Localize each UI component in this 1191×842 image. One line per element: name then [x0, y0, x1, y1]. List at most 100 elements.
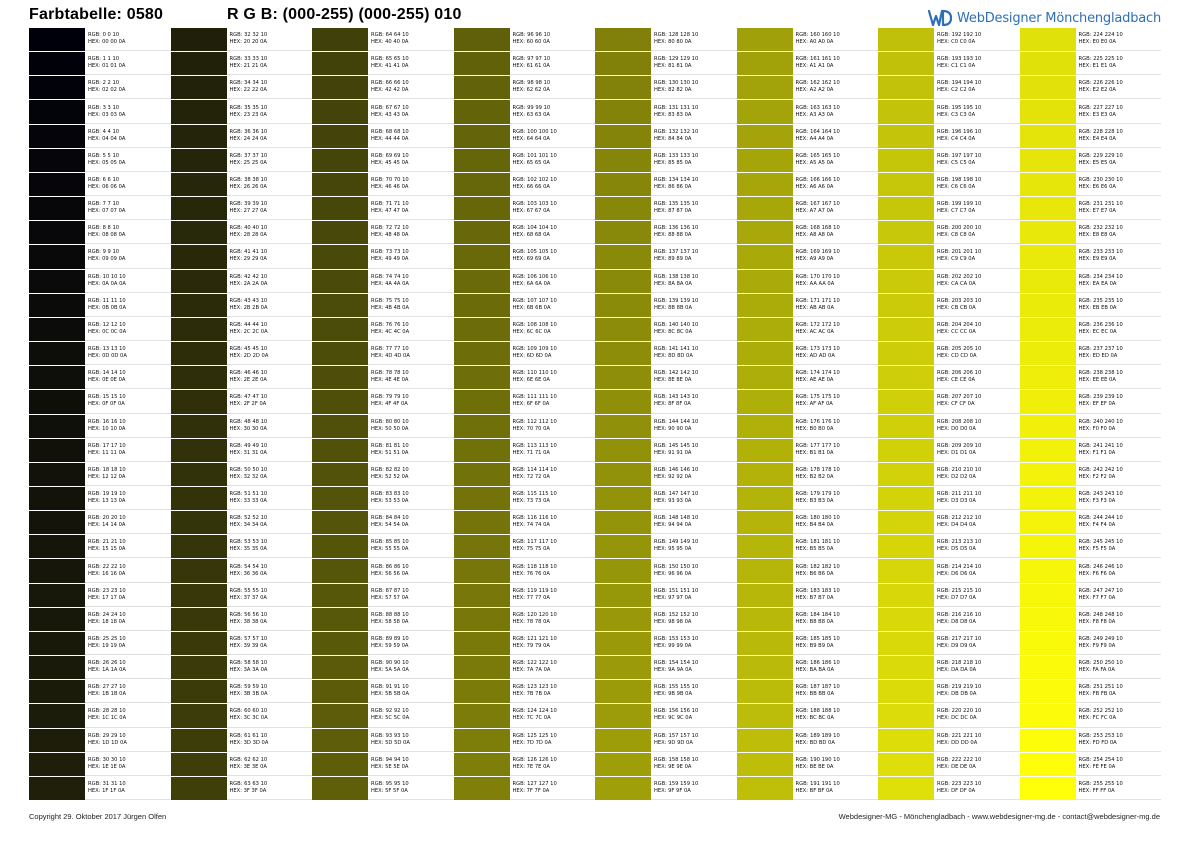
hex-value: HEX: 94 94 0A [654, 522, 692, 529]
color-label: RGB: 87 87 10 HEX: 57 57 0A [368, 584, 454, 607]
color-cell: RGB: 234 234 10 HEX: EA EA 0A [1019, 269, 1161, 294]
rgb-value: RGB: 206 206 10 [937, 370, 982, 377]
color-swatch [878, 124, 934, 148]
color-swatch [453, 535, 510, 559]
color-cell: RGB: 108 108 10 HEX: 6C 6C 0A [453, 317, 595, 343]
hex-value: HEX: C7 C7 0A [937, 208, 976, 215]
rgb-value: RGB: 111 111 10 [512, 394, 557, 401]
hex-value: HEX: 3D 3D 0A [229, 739, 269, 746]
color-swatch [595, 342, 651, 366]
rgb-value: RGB: 60 60 10 [229, 708, 268, 715]
color-cell: RGB: 128 128 10 HEX: 80 80 0A [595, 28, 737, 53]
hex-value: HEX: 03 03 0A [88, 111, 126, 118]
color-swatch [170, 414, 227, 438]
hex-value: HEX: 23 23 0A [229, 111, 267, 118]
color-swatch [453, 293, 510, 317]
color-swatch [170, 776, 227, 800]
color-label: RGB: 65 65 10 HEX: 41 41 0A [368, 52, 454, 76]
color-swatch [595, 76, 651, 100]
hex-value: HEX: 2F 2F 0A [229, 401, 267, 408]
rgb-value: RGB: 243 243 10 [1078, 491, 1123, 498]
hex-value: HEX: 5D 5D 0A [371, 739, 410, 746]
color-label: RGB: 122 122 10 HEX: 7A 7A 0A [509, 656, 595, 680]
hex-value: HEX: C1 C1 0A [937, 63, 976, 70]
color-cell: RGB: 181 181 10 HEX: B5 B5 0A [736, 535, 878, 560]
rgb-value: RGB: 8 8 10 [88, 225, 120, 232]
color-label: RGB: 6 6 10 HEX: 06 06 0A [85, 173, 171, 197]
color-cell: RGB: 72 72 10 HEX: 48 48 0A [312, 221, 454, 246]
color-cell: RGB: 195 195 10 HEX: C3 C3 0A [878, 100, 1020, 125]
color-cell: RGB: 220 220 10 HEX: DC DC 0A [878, 704, 1020, 729]
color-label: RGB: 142 142 10 HEX: 8E 8E 0A [651, 366, 737, 390]
color-swatch [29, 221, 85, 245]
color-swatch [170, 293, 227, 317]
color-swatch [453, 752, 510, 776]
color-label: RGB: 255 255 10 HEX: FF FF 0A [1075, 777, 1161, 800]
rgb-value: RGB: 216 216 10 [937, 611, 982, 618]
hex-value: HEX: B8 B8 0A [795, 618, 834, 625]
hex-value: HEX: 59 59 0A [371, 642, 409, 649]
color-label: RGB: 147 147 10 HEX: 93 93 0A [651, 487, 737, 511]
hex-value: HEX: 62 62 0A [512, 87, 550, 94]
color-cell: RGB: 198 198 10 HEX: C6 C6 0A [878, 172, 1020, 198]
hex-value: HEX: 27 27 0A [229, 208, 267, 215]
rgb-value: RGB: 198 198 10 [937, 177, 982, 184]
color-swatch [1019, 197, 1076, 221]
color-cell: RGB: 75 75 10 HEX: 4B 4B 0A [312, 293, 454, 318]
rgb-value: RGB: 173 173 10 [795, 346, 840, 353]
hex-value: HEX: F5 F5 0A [1078, 546, 1116, 553]
hex-value: HEX: FB FB 0A [1078, 691, 1116, 698]
color-cell: RGB: 183 183 10 HEX: B7 B7 0A [736, 583, 878, 608]
color-label: RGB: 104 104 10 HEX: 68 68 0A [509, 221, 595, 245]
rgb-value: RGB: 155 155 10 [654, 684, 699, 691]
color-cell: RGB: 60 60 10 HEX: 3C 3C 0A [170, 704, 312, 729]
color-cell: RGB: 184 184 10 HEX: B8 B8 0A [736, 607, 878, 632]
rgb-value: RGB: 178 178 10 [795, 466, 840, 473]
color-label: RGB: 180 180 10 HEX: B4 B4 0A [792, 511, 878, 535]
rgb-value: RGB: 162 162 10 [795, 80, 840, 87]
color-label: RGB: 150 150 10 HEX: 96 96 0A [651, 559, 737, 583]
hex-value: HEX: 35 35 0A [229, 546, 267, 553]
hex-value: HEX: 36 36 0A [229, 570, 267, 577]
color-swatch [736, 342, 793, 366]
hex-value: HEX: 32 32 0A [229, 473, 267, 480]
hex-value: HEX: 0A 0A 0A [88, 280, 126, 287]
color-cell: RGB: 189 189 10 HEX: BD BD 0A [736, 728, 878, 753]
color-label: RGB: 199 199 10 HEX: C7 C7 0A [934, 197, 1020, 221]
hex-value: HEX: 76 76 0A [512, 570, 550, 577]
color-cell: RGB: 93 93 10 HEX: 5D 5D 0A [312, 728, 454, 753]
hex-value: HEX: A3 A3 0A [795, 111, 834, 118]
color-swatch [1019, 76, 1076, 100]
color-swatch [1019, 366, 1076, 390]
hex-value: HEX: 45 45 0A [371, 159, 409, 166]
color-label: RGB: 35 35 10 HEX: 23 23 0A [226, 100, 312, 124]
color-label: RGB: 76 76 10 HEX: 4C 4C 0A [368, 318, 454, 342]
color-label: RGB: 184 184 10 HEX: B8 B8 0A [792, 608, 878, 631]
color-label: RGB: 211 211 10 HEX: D3 D3 0A [934, 487, 1020, 511]
hex-value: HEX: 6C 6C 0A [512, 328, 551, 335]
color-cell: RGB: 42 42 10 HEX: 2A 2A 0A [170, 269, 312, 294]
rgb-value: RGB: 177 177 10 [795, 442, 840, 449]
color-label: RGB: 18 18 10 HEX: 12 12 0A [85, 463, 171, 486]
hex-value: HEX: 79 79 0A [512, 642, 550, 649]
rgb-value: RGB: 136 136 10 [654, 225, 699, 232]
color-cell: RGB: 221 221 10 HEX: DD DD 0A [878, 728, 1020, 753]
logo[interactable]: WebDesigner Mönchengladbach [928, 8, 1161, 28]
color-label: RGB: 118 118 10 HEX: 76 76 0A [509, 559, 595, 583]
color-label: RGB: 86 86 10 HEX: 56 56 0A [368, 559, 454, 583]
rgb-value: RGB: 202 202 10 [937, 273, 982, 280]
hex-value: HEX: 1E 1E 0A [88, 763, 126, 770]
color-swatch [29, 583, 85, 607]
color-label: RGB: 98 98 10 HEX: 62 62 0A [509, 76, 595, 100]
color-label: RGB: 163 163 10 HEX: A3 A3 0A [792, 100, 878, 124]
rgb-value: RGB: 180 180 10 [795, 515, 840, 522]
rgb-value: RGB: 102 102 10 [512, 177, 557, 184]
rgb-value: RGB: 160 160 10 [795, 32, 840, 39]
color-swatch [312, 462, 368, 486]
color-cell: RGB: 117 117 10 HEX: 75 75 0A [453, 535, 595, 560]
color-cell: RGB: 67 67 10 HEX: 43 43 0A [312, 100, 454, 125]
hex-value: HEX: 4A 4A 0A [371, 280, 409, 287]
color-label: RGB: 233 233 10 HEX: E9 E9 0A [1075, 245, 1161, 269]
hex-value: HEX: 71 71 0A [512, 449, 550, 456]
color-cell: RGB: 26 26 10 HEX: 1A 1A 0A [29, 656, 171, 681]
